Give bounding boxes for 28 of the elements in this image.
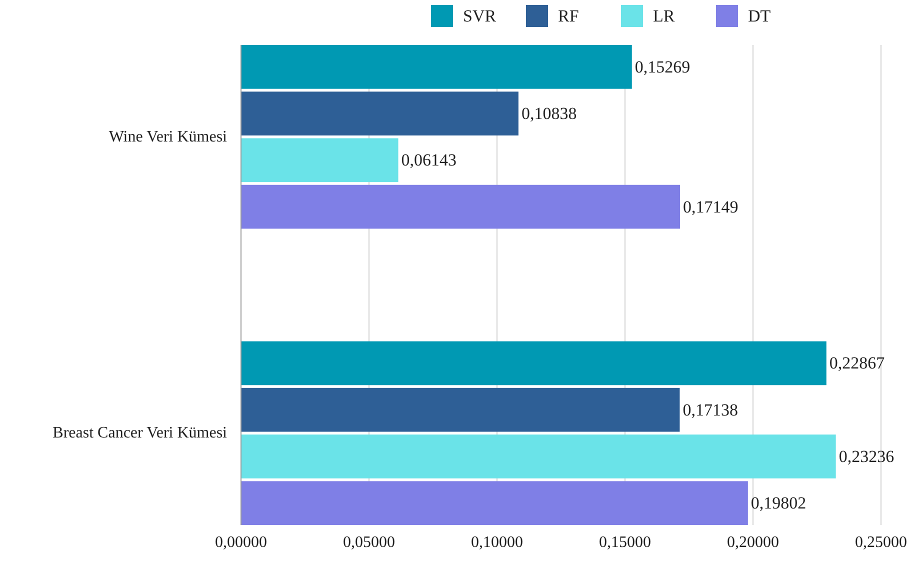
x-tick-label: 0,15000 [599, 534, 651, 551]
bar [241, 481, 748, 525]
bar [241, 434, 836, 478]
bar [241, 92, 518, 136]
data-label: 0,17149 [683, 197, 738, 216]
y-tick-label: Wine Veri Kümesi [108, 128, 228, 146]
x-tick-label: 0,05000 [343, 534, 395, 551]
data-label: 0,19802 [750, 494, 806, 513]
data-label: 0,06143 [401, 150, 457, 170]
y-tick-label: Breast Cancer Veri Kümesi [52, 424, 228, 442]
data-label: 0,22867 [829, 354, 886, 373]
x-tick-label: 0,20000 [727, 534, 779, 551]
bar [241, 388, 680, 432]
data-label: 0,15269 [634, 57, 690, 76]
legend-label: LR [653, 6, 676, 26]
bar [241, 184, 680, 229]
data-label: 0,17138 [682, 400, 738, 420]
bar [241, 45, 632, 89]
data-label: 0,23236 [838, 446, 894, 466]
legend-label: RF [558, 6, 579, 26]
x-tick-label: 0,00000 [215, 534, 267, 551]
legend-label: SVR [463, 6, 497, 26]
bar [241, 341, 826, 386]
x-tick-label: 0,10000 [471, 534, 523, 551]
legend-label: DT [748, 6, 772, 26]
bar [241, 138, 398, 182]
data-label: 0,10838 [521, 104, 577, 124]
x-tick-label: 0,25000 [855, 534, 907, 551]
